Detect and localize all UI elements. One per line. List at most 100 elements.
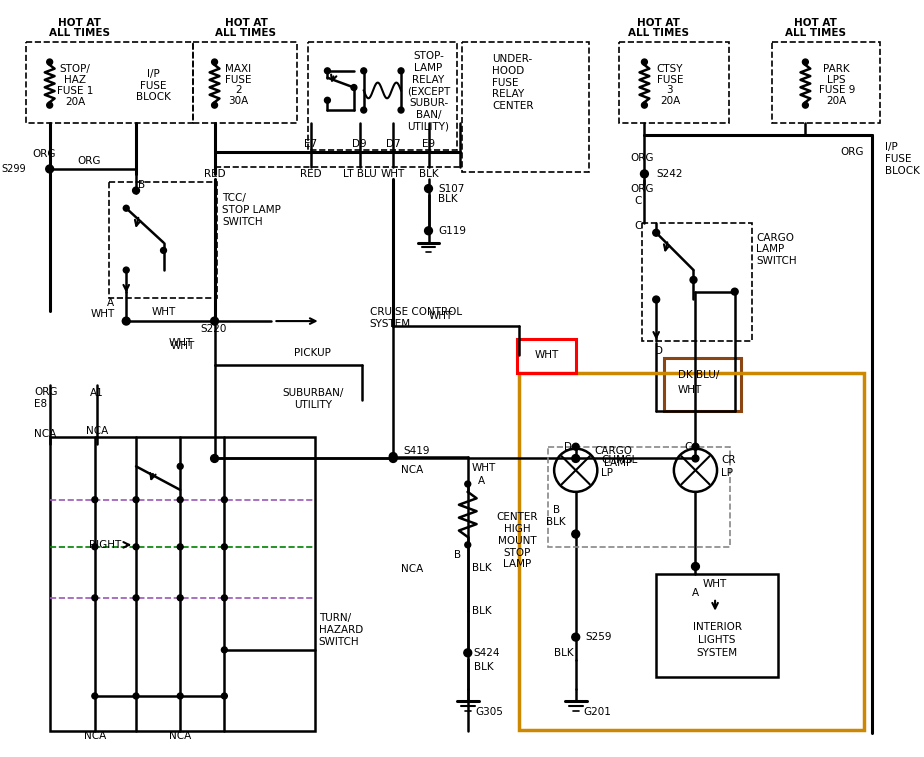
Text: ALL TIMES: ALL TIMES: [627, 27, 688, 38]
Text: BLK: BLK: [554, 648, 574, 658]
Circle shape: [177, 463, 183, 469]
Circle shape: [133, 693, 139, 699]
Circle shape: [652, 229, 660, 236]
Text: BLK: BLK: [474, 662, 493, 671]
Text: CR: CR: [721, 456, 736, 466]
Text: BLOCK: BLOCK: [136, 92, 171, 102]
Text: ORG: ORG: [841, 148, 864, 157]
Bar: [664, 358, 741, 411]
Text: WHT: WHT: [91, 309, 115, 319]
Circle shape: [572, 633, 579, 641]
Circle shape: [47, 59, 53, 65]
Text: SWITCH: SWITCH: [223, 217, 263, 227]
Text: D7: D7: [386, 139, 400, 149]
Text: LP: LP: [721, 469, 733, 478]
Circle shape: [133, 497, 139, 503]
Circle shape: [91, 497, 98, 503]
Text: UTILITY): UTILITY): [407, 122, 449, 132]
Text: E8: E8: [34, 398, 47, 409]
Text: 3: 3: [666, 86, 674, 95]
Circle shape: [222, 693, 227, 699]
Text: G201: G201: [584, 707, 612, 717]
Text: ORG: ORG: [34, 387, 57, 397]
Circle shape: [133, 187, 140, 194]
Bar: [108, 182, 216, 298]
Circle shape: [91, 595, 98, 601]
Text: ORG: ORG: [32, 149, 55, 159]
Text: CARGO: CARGO: [757, 232, 795, 243]
Text: FUSE 9: FUSE 9: [819, 86, 855, 95]
Text: S259: S259: [586, 632, 612, 642]
Text: ORG: ORG: [78, 156, 101, 166]
Text: RED: RED: [300, 169, 322, 179]
Text: 2: 2: [235, 86, 241, 95]
Text: NCA: NCA: [401, 565, 423, 575]
Text: LT BLU: LT BLU: [343, 169, 377, 179]
Circle shape: [641, 59, 648, 65]
Bar: [518, 373, 864, 731]
Text: S424: S424: [474, 648, 500, 658]
Text: 20A: 20A: [827, 96, 847, 106]
Circle shape: [47, 102, 53, 108]
Text: FUSE: FUSE: [657, 75, 683, 85]
Circle shape: [133, 544, 139, 550]
Text: S419: S419: [403, 446, 430, 456]
Circle shape: [465, 481, 470, 487]
Text: HIGH: HIGH: [504, 524, 530, 534]
Text: FUSE: FUSE: [492, 78, 518, 88]
Text: A: A: [692, 588, 699, 598]
Circle shape: [652, 296, 660, 303]
Text: CENTER: CENTER: [496, 512, 538, 522]
Text: G305: G305: [476, 707, 504, 717]
Text: A1: A1: [90, 388, 103, 397]
Text: LAMP: LAMP: [757, 245, 784, 254]
Bar: [548, 447, 730, 547]
Text: NCA: NCA: [86, 426, 108, 436]
Text: SUBURBAN/: SUBURBAN/: [282, 388, 344, 397]
Text: BAN/: BAN/: [416, 110, 442, 120]
Circle shape: [212, 59, 217, 65]
Text: WHT: WHT: [171, 341, 195, 350]
Text: I/P: I/P: [885, 142, 897, 152]
Text: STOP LAMP: STOP LAMP: [223, 205, 281, 215]
Circle shape: [177, 497, 183, 503]
Circle shape: [212, 102, 217, 108]
Text: A: A: [107, 298, 115, 308]
Circle shape: [46, 165, 54, 173]
Text: S299: S299: [2, 164, 26, 174]
Text: HOT AT: HOT AT: [57, 17, 101, 28]
Circle shape: [640, 170, 649, 178]
Text: 20A: 20A: [660, 96, 680, 106]
Text: CHMSL: CHMSL: [602, 456, 638, 466]
Circle shape: [177, 693, 183, 699]
Circle shape: [464, 649, 471, 657]
Circle shape: [690, 276, 697, 283]
Bar: [656, 575, 778, 678]
Text: BLK: BLK: [471, 606, 492, 615]
Circle shape: [572, 444, 579, 450]
Circle shape: [360, 107, 367, 113]
Text: STOP-: STOP-: [413, 51, 444, 61]
Circle shape: [324, 68, 331, 73]
Text: BLK: BLK: [546, 517, 565, 528]
Bar: [308, 42, 457, 151]
Text: CRUISE CONTROL: CRUISE CONTROL: [370, 307, 462, 317]
Circle shape: [425, 185, 432, 192]
Text: STOP/: STOP/: [60, 64, 91, 74]
Text: NCA: NCA: [34, 429, 56, 439]
Text: WHT: WHT: [678, 385, 702, 395]
Circle shape: [91, 693, 98, 699]
Text: CTSY: CTSY: [657, 64, 683, 74]
Circle shape: [641, 102, 648, 108]
Text: RELAY: RELAY: [412, 75, 444, 85]
Text: PICKUP: PICKUP: [294, 348, 331, 359]
Text: BLOCK: BLOCK: [885, 166, 919, 176]
Text: WHT: WHT: [471, 463, 496, 473]
Text: SYSTEM: SYSTEM: [370, 319, 411, 329]
Circle shape: [398, 107, 404, 113]
Circle shape: [360, 68, 367, 73]
Text: ALL TIMES: ALL TIMES: [49, 27, 110, 38]
Text: WHT: WHT: [169, 338, 193, 347]
Text: UTILITY: UTILITY: [294, 400, 332, 410]
Text: ALL TIMES: ALL TIMES: [215, 27, 276, 38]
